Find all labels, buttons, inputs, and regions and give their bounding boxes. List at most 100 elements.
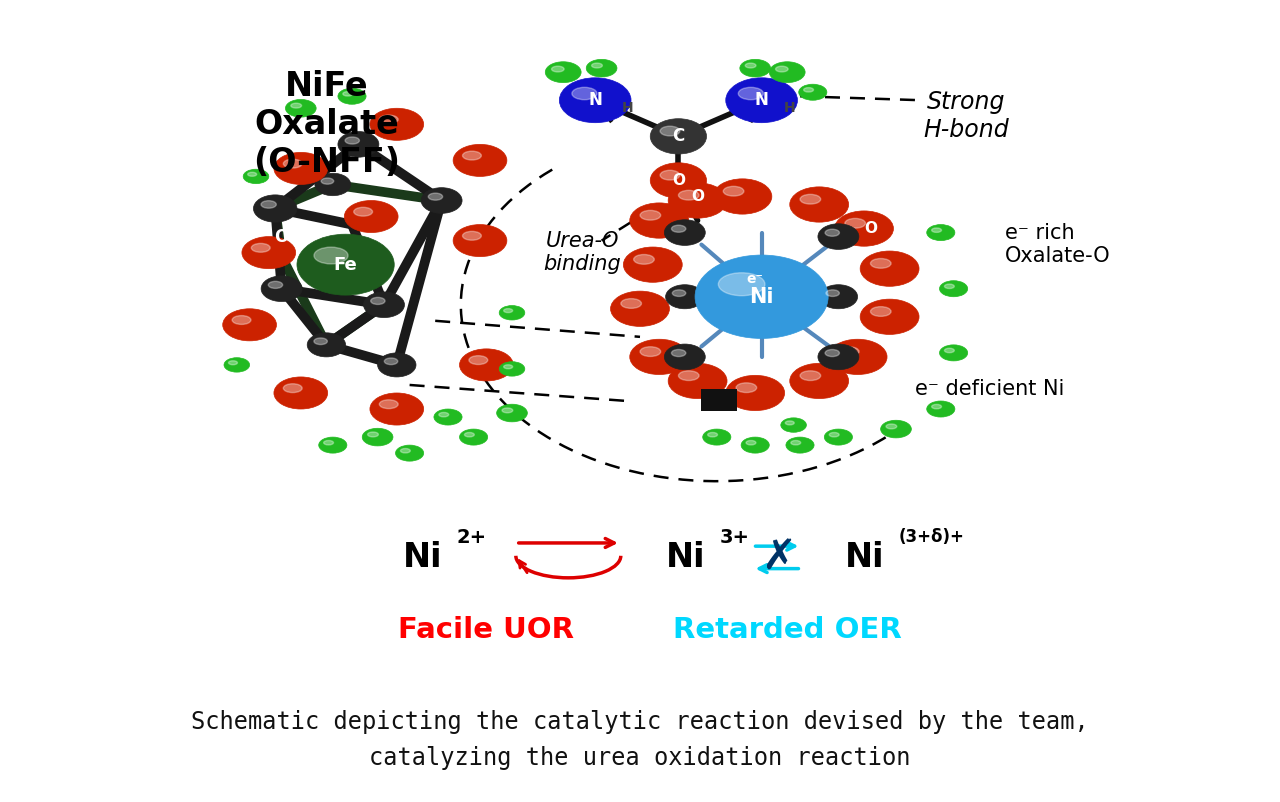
Ellipse shape	[818, 224, 859, 249]
Text: Facile UOR: Facile UOR	[398, 616, 575, 643]
Ellipse shape	[434, 409, 462, 425]
Ellipse shape	[940, 345, 968, 361]
Ellipse shape	[838, 346, 859, 356]
Ellipse shape	[940, 281, 968, 297]
Ellipse shape	[460, 349, 513, 381]
Ellipse shape	[726, 375, 785, 411]
Text: O: O	[672, 173, 685, 188]
Text: C: C	[672, 128, 685, 145]
Ellipse shape	[314, 338, 328, 345]
Ellipse shape	[283, 384, 302, 393]
Ellipse shape	[826, 350, 840, 357]
Ellipse shape	[650, 163, 707, 198]
Text: (3+δ)+: (3+δ)+	[899, 529, 964, 546]
Ellipse shape	[504, 309, 512, 313]
Ellipse shape	[364, 292, 404, 318]
Text: Urea-O
binding: Urea-O binding	[544, 231, 621, 274]
Text: O: O	[691, 189, 704, 204]
Text: Schematic depicting the catalytic reaction devised by the team,: Schematic depicting the catalytic reacti…	[191, 710, 1089, 734]
Ellipse shape	[242, 237, 296, 269]
Ellipse shape	[786, 437, 814, 453]
Ellipse shape	[835, 211, 893, 246]
Ellipse shape	[586, 59, 617, 77]
Ellipse shape	[769, 62, 805, 83]
Text: 3+: 3+	[719, 528, 749, 547]
Ellipse shape	[401, 448, 411, 453]
Ellipse shape	[621, 298, 641, 308]
Ellipse shape	[384, 358, 398, 365]
Ellipse shape	[274, 377, 328, 409]
Ellipse shape	[421, 188, 462, 213]
Ellipse shape	[559, 78, 631, 123]
Ellipse shape	[723, 186, 744, 196]
Ellipse shape	[745, 63, 756, 68]
Ellipse shape	[819, 285, 858, 309]
Ellipse shape	[776, 67, 788, 72]
Ellipse shape	[870, 306, 891, 316]
Ellipse shape	[283, 159, 302, 168]
Ellipse shape	[672, 225, 686, 233]
Ellipse shape	[703, 429, 731, 445]
Ellipse shape	[439, 412, 449, 417]
Ellipse shape	[572, 87, 596, 99]
Ellipse shape	[319, 437, 347, 453]
Ellipse shape	[253, 195, 297, 222]
Ellipse shape	[672, 350, 686, 357]
Ellipse shape	[462, 151, 481, 160]
Ellipse shape	[870, 258, 891, 268]
Text: 2+: 2+	[457, 528, 488, 547]
Ellipse shape	[504, 365, 512, 369]
Text: Fe: Fe	[334, 256, 357, 273]
Ellipse shape	[630, 203, 689, 238]
Ellipse shape	[845, 218, 865, 228]
Ellipse shape	[826, 290, 840, 297]
Ellipse shape	[232, 315, 251, 324]
Ellipse shape	[499, 362, 525, 376]
Text: H: H	[783, 101, 796, 115]
Text: catalyzing the urea oxidation reaction: catalyzing the urea oxidation reaction	[369, 746, 911, 770]
Text: N: N	[589, 91, 602, 109]
Ellipse shape	[650, 119, 707, 154]
Text: O: O	[864, 221, 877, 236]
Ellipse shape	[623, 247, 682, 282]
Ellipse shape	[799, 84, 827, 100]
Text: Retarded OER: Retarded OER	[673, 616, 901, 643]
Ellipse shape	[640, 210, 660, 220]
Ellipse shape	[739, 87, 763, 99]
Ellipse shape	[228, 361, 238, 365]
Ellipse shape	[314, 247, 348, 264]
Text: Ni: Ni	[749, 287, 774, 306]
Text: e⁻: e⁻	[746, 272, 764, 286]
Ellipse shape	[243, 169, 269, 184]
Ellipse shape	[695, 255, 828, 338]
Ellipse shape	[804, 87, 814, 92]
Ellipse shape	[224, 358, 250, 372]
Ellipse shape	[274, 152, 328, 184]
Text: Ni: Ni	[845, 541, 884, 574]
Ellipse shape	[545, 62, 581, 83]
Text: NiFe
Oxalate
(O-NFF): NiFe Oxalate (O-NFF)	[253, 70, 399, 179]
Ellipse shape	[860, 251, 919, 286]
Ellipse shape	[307, 333, 346, 357]
Ellipse shape	[740, 59, 771, 77]
Ellipse shape	[502, 408, 513, 413]
Ellipse shape	[338, 132, 379, 157]
Ellipse shape	[285, 99, 316, 117]
Ellipse shape	[660, 126, 680, 136]
Ellipse shape	[468, 356, 488, 364]
Ellipse shape	[726, 78, 797, 123]
Ellipse shape	[668, 363, 727, 399]
Ellipse shape	[499, 306, 525, 320]
Text: N: N	[755, 91, 768, 109]
Ellipse shape	[370, 108, 424, 140]
Ellipse shape	[453, 144, 507, 176]
Ellipse shape	[736, 383, 756, 392]
Ellipse shape	[829, 432, 840, 437]
Ellipse shape	[362, 428, 393, 446]
Ellipse shape	[370, 393, 424, 425]
Ellipse shape	[786, 421, 794, 425]
Ellipse shape	[460, 429, 488, 445]
Ellipse shape	[315, 173, 351, 196]
Ellipse shape	[396, 445, 424, 461]
Ellipse shape	[379, 115, 398, 124]
